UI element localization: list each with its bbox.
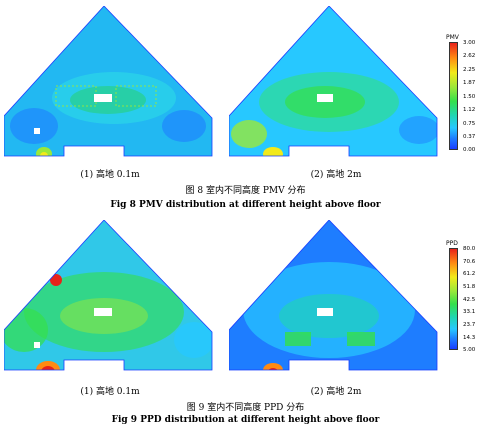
ppd-colorbar-label: 5.00 xyxy=(463,347,476,353)
ppd-subcaption-b: (2) 高地 2m xyxy=(310,387,362,397)
ppd-colorbar-label: 14.3 xyxy=(463,335,476,341)
figure9-caption-cn: 图 9 室内不同高度 PPD 分布 xyxy=(186,403,305,413)
pmv-colorbar-label: 1.50 xyxy=(463,94,476,100)
ppd-colorbar-label: 80.0 xyxy=(463,246,476,252)
ppd-colorbar xyxy=(449,248,458,350)
pmv-subcaption-a: (1) 高地 0.1m xyxy=(80,170,140,180)
pmv-map-0p1m xyxy=(4,6,213,157)
pmv-colorbar-label: 1.87 xyxy=(463,80,476,86)
pmv-colorbar-label: 0.00 xyxy=(463,147,476,153)
figure8-caption-en: Fig 8 PMV distribution at different heig… xyxy=(110,200,381,210)
ppd-map-2m xyxy=(229,220,438,371)
ppd-colorbar-label: 33.1 xyxy=(463,309,476,315)
pmv-map-2m xyxy=(229,6,438,157)
pmv-colorbar-title: PMV xyxy=(446,34,459,41)
figure9-caption-en: Fig 9 PPD distribution at different heig… xyxy=(111,415,380,425)
ppd-subcaption-a: (1) 高地 0.1m xyxy=(80,387,140,397)
ppd-colorbar-label: 70.6 xyxy=(463,259,476,265)
pmv-colorbar-label: 1.12 xyxy=(463,107,476,113)
ppd-colorbar-label: 51.8 xyxy=(463,284,476,290)
pmv-colorbar-label: 0.37 xyxy=(463,134,476,140)
pmv-colorbar-label: 0.75 xyxy=(463,121,476,127)
pmv-subcaption-b: (2) 高地 2m xyxy=(310,170,362,180)
pmv-colorbar-label: 2.62 xyxy=(463,53,476,59)
pmv-colorbar-label: 2.25 xyxy=(463,67,476,73)
figure8-caption-cn: 图 8 室内不同高度 PMV 分布 xyxy=(185,186,306,196)
ppd-map-0p1m xyxy=(4,220,213,371)
ppd-colorbar-label: 23.7 xyxy=(463,322,476,328)
ppd-colorbar-label: 61.2 xyxy=(463,271,476,277)
pmv-colorbar-label: 3.00 xyxy=(463,40,476,46)
ppd-colorbar-title: PPD xyxy=(446,240,458,247)
pmv-colorbar xyxy=(449,42,458,150)
ppd-colorbar-label: 42.5 xyxy=(463,297,476,303)
